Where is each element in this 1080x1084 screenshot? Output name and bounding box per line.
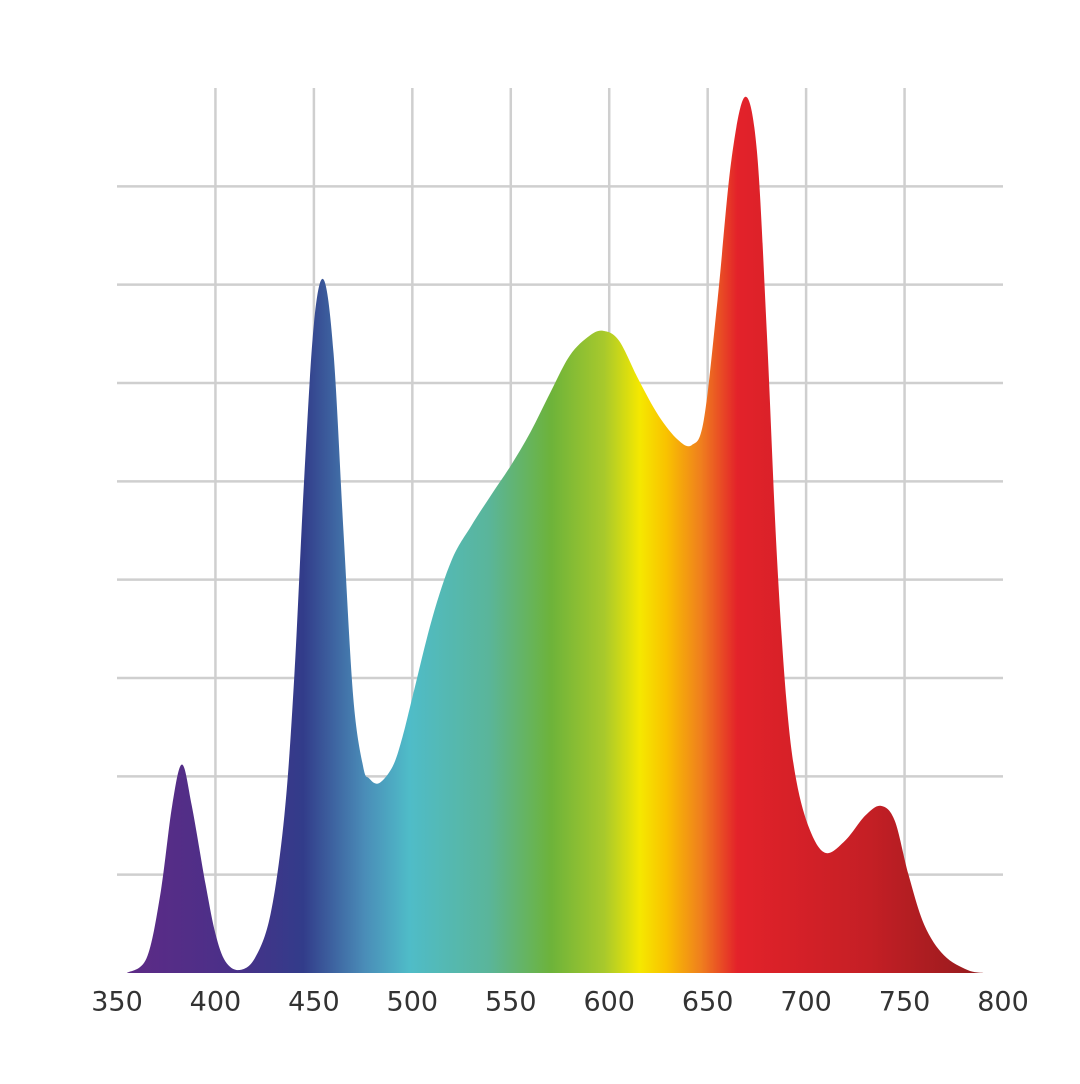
x-tick-label: 400 — [190, 987, 242, 1018]
x-tick-label: 550 — [485, 987, 537, 1018]
x-tick-label: 450 — [288, 987, 340, 1018]
spectrum-area — [126, 96, 984, 973]
x-tick-label: 750 — [879, 987, 931, 1018]
x-tick-label: 350 — [91, 987, 143, 1018]
x-axis: 350 400 450 500 550 600 650 700 750 800 — [91, 987, 1029, 1018]
x-tick-label: 700 — [780, 987, 832, 1018]
x-tick-label: 500 — [387, 987, 439, 1018]
x-tick-label: 600 — [583, 987, 635, 1018]
x-tick-label: 800 — [977, 987, 1029, 1018]
x-tick-label: 650 — [682, 987, 734, 1018]
plot — [126, 96, 984, 973]
